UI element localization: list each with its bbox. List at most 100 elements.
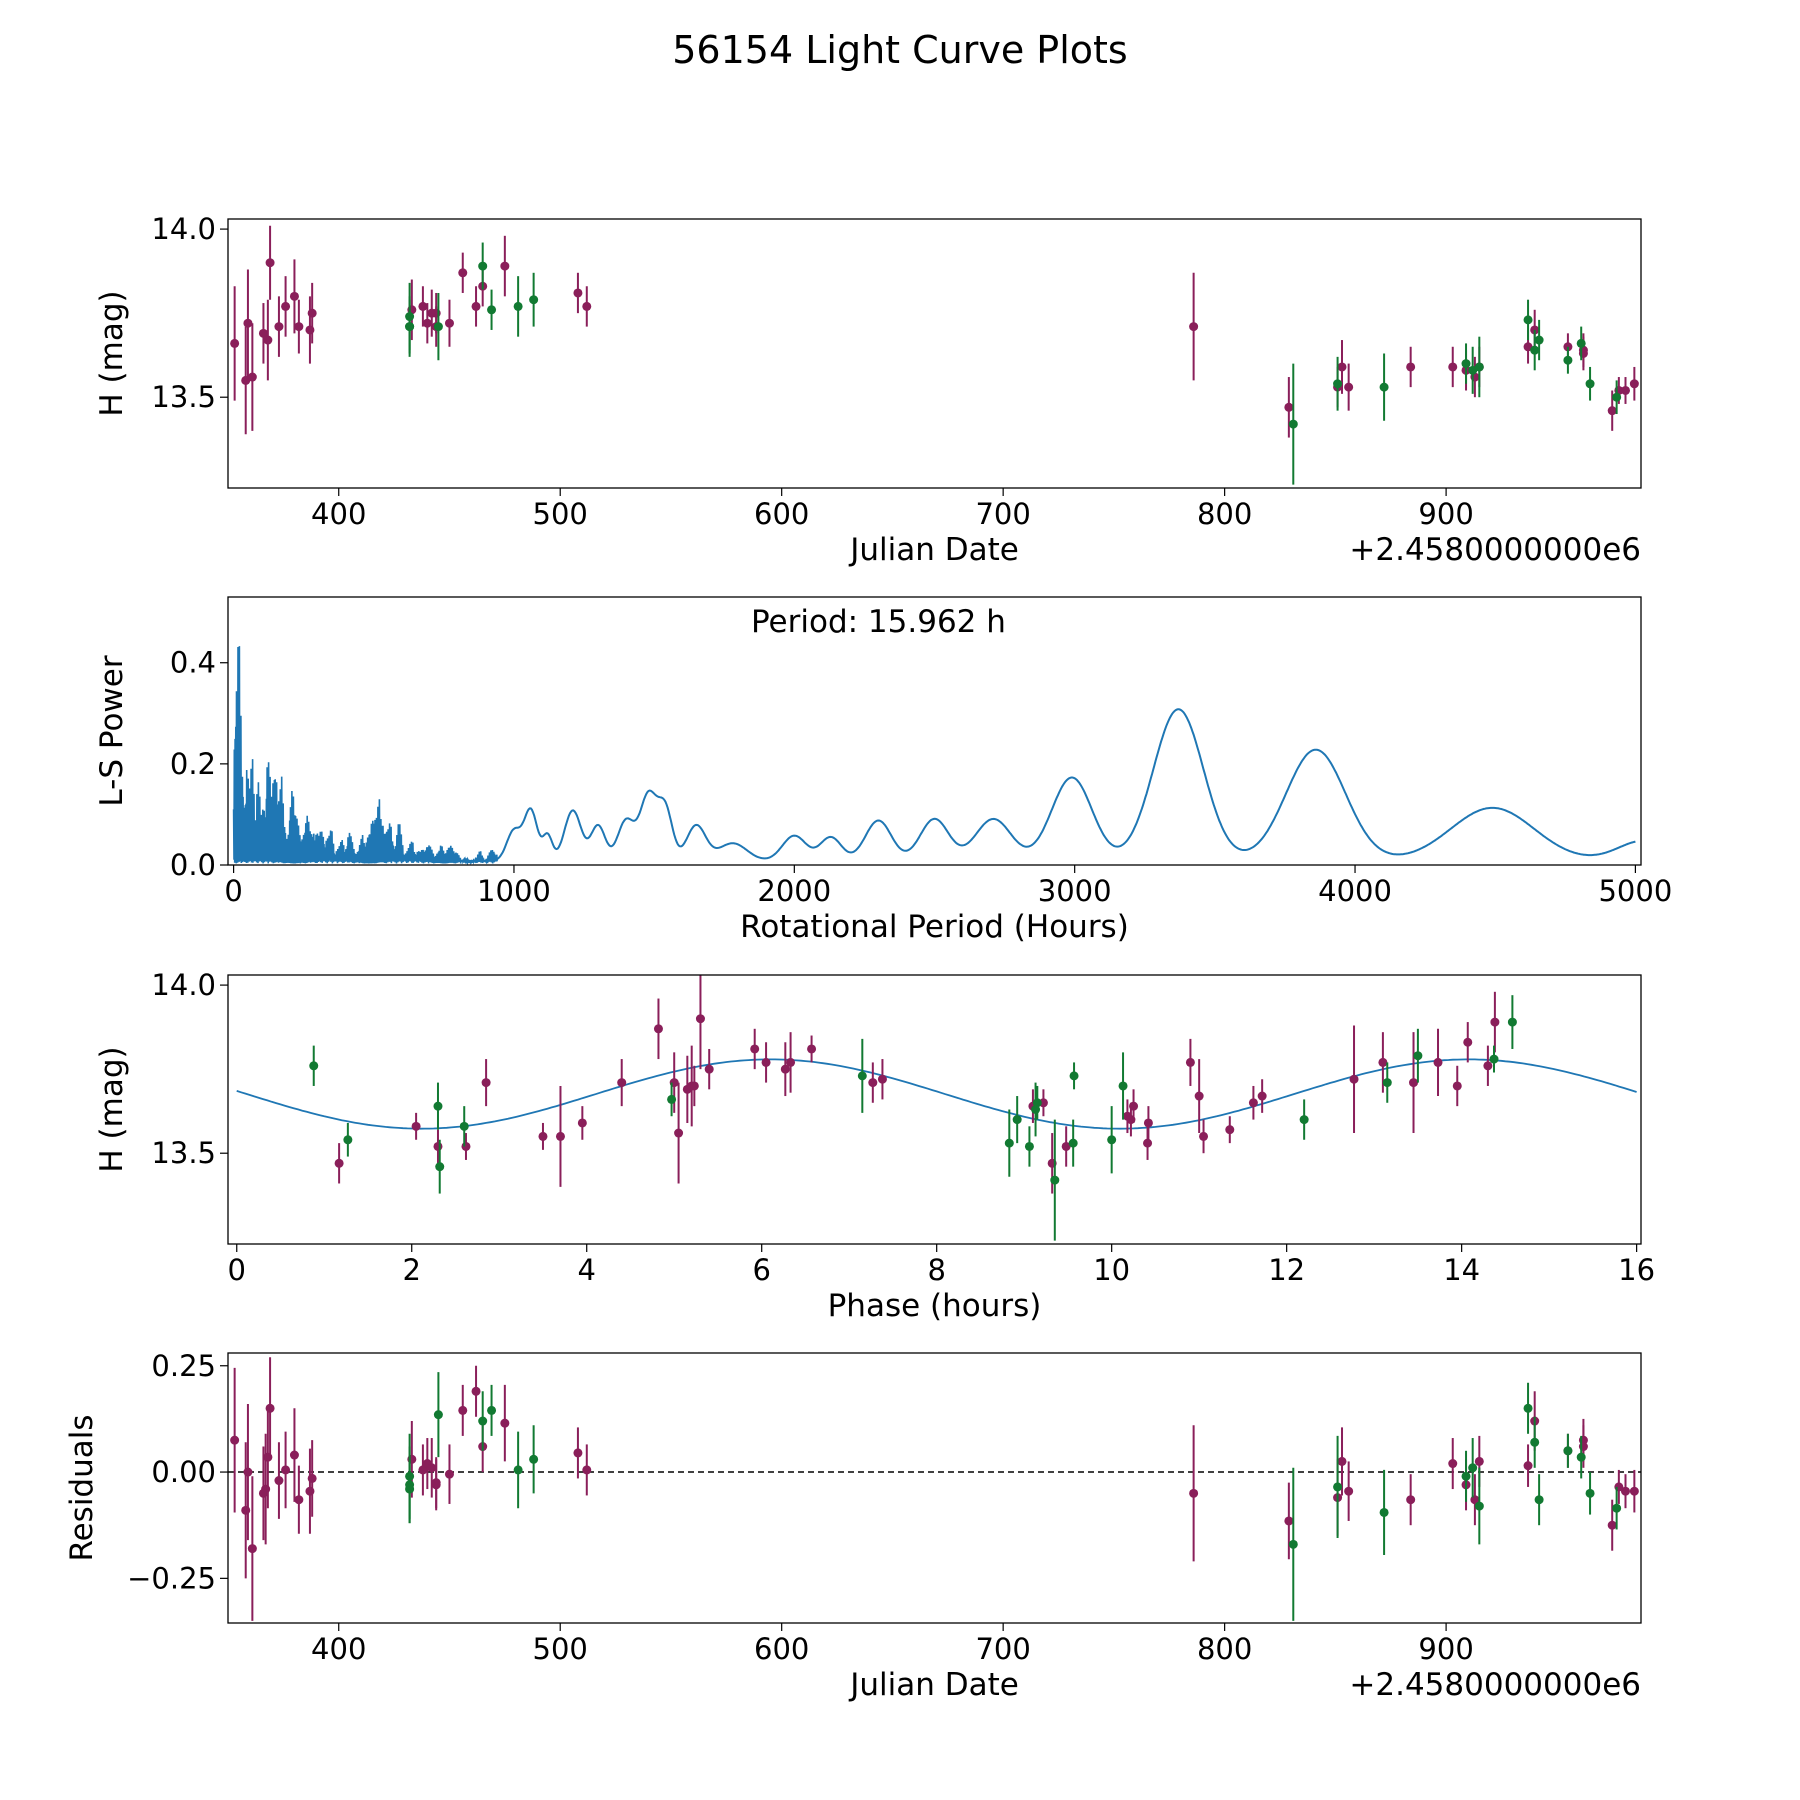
plot-area — [232, 646, 1636, 865]
x-tick-label: 4 — [577, 1253, 595, 1287]
data-point — [1107, 1135, 1117, 1145]
data-point — [418, 301, 428, 311]
data-point — [555, 1131, 565, 1141]
data-point — [780, 1064, 790, 1074]
data-point — [1563, 355, 1573, 365]
data-point — [868, 1078, 878, 1088]
data-point — [1189, 1488, 1199, 1498]
data-point — [1012, 1115, 1022, 1125]
data-point — [458, 268, 468, 278]
data-point — [309, 1061, 319, 1071]
data-point — [289, 291, 299, 301]
data-point — [1378, 1057, 1388, 1067]
data-point — [1199, 1131, 1209, 1141]
x-tick-label: 3000 — [1038, 874, 1112, 908]
y-tick-label: 0.00 — [151, 1455, 216, 1489]
data-point — [573, 1448, 583, 1458]
data-point — [582, 301, 592, 311]
data-point — [1489, 1054, 1499, 1064]
data-point — [418, 1465, 428, 1475]
data-point — [1349, 1074, 1359, 1084]
data-point — [1474, 1501, 1484, 1511]
data-point — [500, 261, 510, 271]
data-point — [1337, 1456, 1347, 1466]
x-tick-label: 800 — [1197, 1632, 1252, 1666]
data-point — [1483, 1061, 1493, 1071]
data-point — [1448, 362, 1458, 372]
data-point — [1612, 1503, 1622, 1513]
data-point — [1507, 1017, 1517, 1027]
data-point — [405, 322, 415, 332]
x-tick-label: 6 — [752, 1253, 770, 1287]
data-point — [1448, 1459, 1458, 1469]
x-tick-label: 12 — [1268, 1253, 1305, 1287]
data-point — [1534, 1495, 1544, 1505]
figure-title: 56154 Light Curve Plots — [672, 28, 1128, 72]
data-point — [230, 338, 240, 348]
data-point — [1461, 1471, 1471, 1481]
data-point — [1461, 359, 1471, 369]
data-point — [761, 1057, 771, 1067]
data-point — [1629, 1486, 1639, 1496]
data-point — [422, 318, 432, 328]
axes-frame — [227, 1352, 1642, 1624]
data-point — [444, 318, 454, 328]
x-tick-label: 5000 — [1598, 874, 1672, 908]
data-point — [1612, 392, 1622, 402]
data-point — [513, 301, 523, 311]
data-point — [478, 261, 488, 271]
data-point — [1344, 382, 1354, 392]
data-point — [1474, 1456, 1484, 1466]
data-point — [247, 1544, 257, 1554]
x-tick-label: 16 — [1618, 1253, 1655, 1287]
y-axis-label: H (mag) — [94, 290, 130, 416]
x-tick-label: 700 — [975, 1632, 1030, 1666]
data-point — [258, 328, 268, 338]
data-point — [1530, 1437, 1540, 1447]
data-point — [307, 308, 317, 318]
data-point — [1337, 362, 1347, 372]
y-tick-label: 0.2 — [170, 747, 216, 781]
data-point — [1143, 1138, 1153, 1148]
data-point — [1185, 1057, 1195, 1067]
data-point — [667, 1094, 677, 1104]
data-point — [500, 1418, 510, 1428]
data-point — [478, 1416, 488, 1426]
x-axis-label: Julian Date — [848, 1667, 1019, 1703]
x-tick-label: 2 — [403, 1253, 421, 1287]
x-tick-label: 600 — [754, 497, 809, 531]
ls-power-noise — [232, 646, 498, 865]
data-point — [1068, 1138, 1078, 1148]
data-point — [481, 1078, 491, 1088]
data-point — [343, 1135, 353, 1145]
data-point — [582, 1465, 592, 1475]
lightcurve-panel: 400 500 600 700 800 900 13.5 14.0 Julian Date H (… — [94, 212, 1642, 568]
data-point — [265, 1403, 275, 1413]
data-point — [427, 1463, 437, 1473]
data-point — [1257, 1091, 1267, 1101]
data-point — [247, 372, 257, 382]
data-point — [1284, 1516, 1294, 1526]
y-tick-label: 13.5 — [151, 1136, 216, 1170]
data-point — [877, 1074, 887, 1084]
data-point — [1225, 1125, 1235, 1135]
data-point — [431, 1478, 441, 1488]
data-point — [1333, 379, 1343, 389]
data-point — [1563, 1446, 1573, 1456]
data-point — [786, 1057, 796, 1067]
data-point — [241, 375, 251, 385]
data-point — [573, 288, 583, 298]
data-point — [617, 1078, 627, 1088]
data-point — [1288, 1539, 1298, 1549]
data-point — [307, 1473, 317, 1483]
data-point — [1024, 1141, 1034, 1151]
data-point — [1490, 1017, 1500, 1027]
data-point — [435, 1162, 445, 1172]
data-point — [1333, 1482, 1343, 1492]
data-point — [458, 1405, 468, 1415]
data-point — [1284, 402, 1294, 412]
data-point — [281, 1465, 291, 1475]
data-point — [1194, 1091, 1204, 1101]
data-point — [1620, 1486, 1630, 1496]
